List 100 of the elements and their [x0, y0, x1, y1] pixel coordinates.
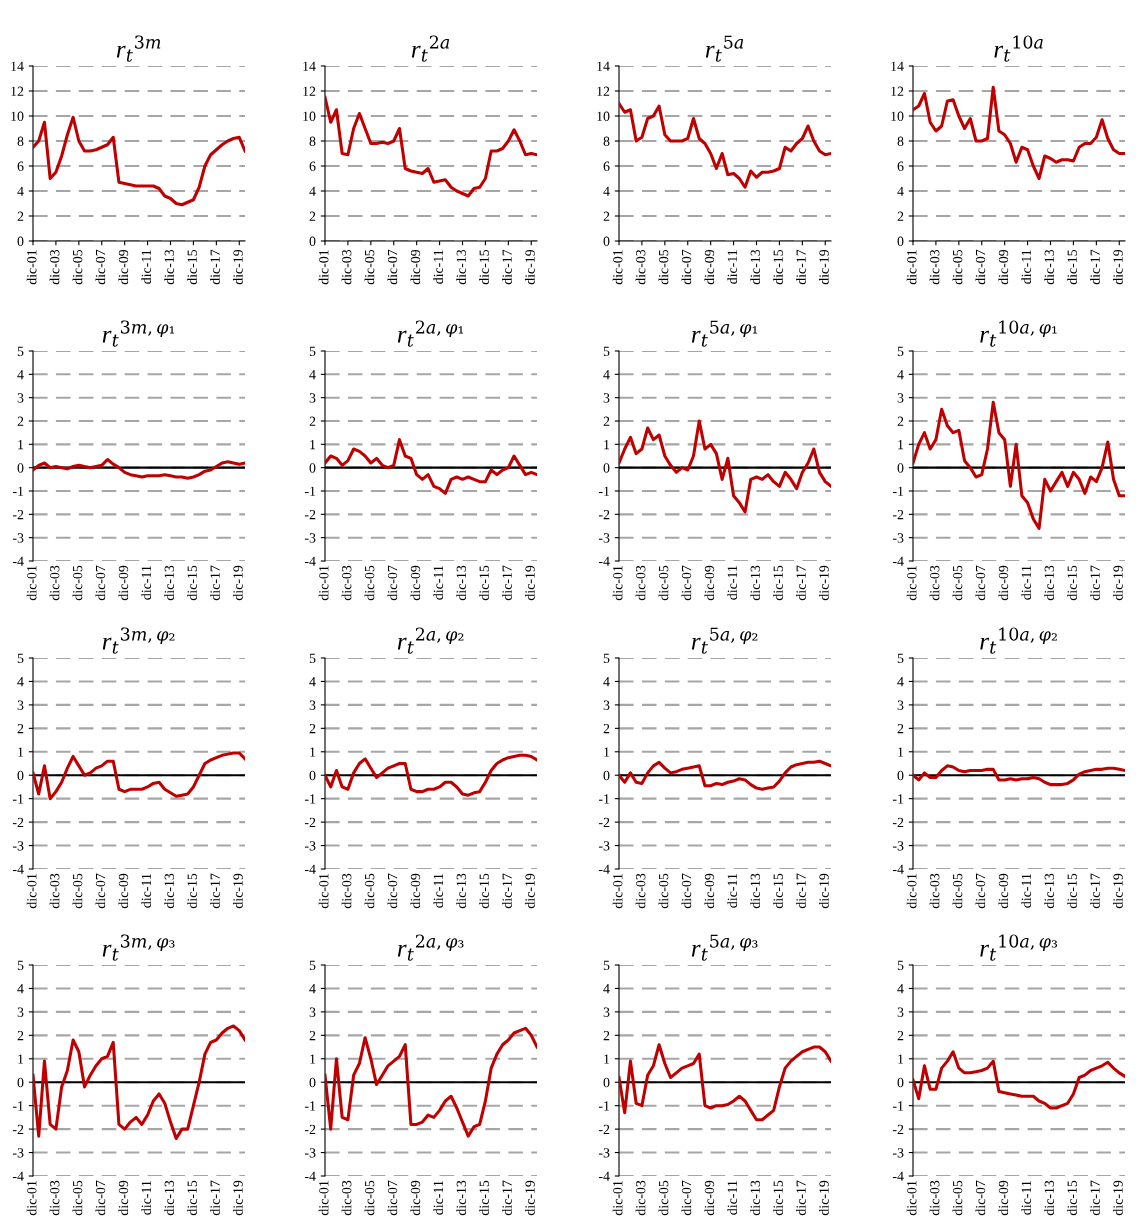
x-tick-label: dic-19 — [524, 249, 535, 285]
chart-title: r$_{t}$$^{10a,φ₂}$ — [980, 627, 1057, 654]
chart-title: r$_{t}$$^{2a,φ₃}$ — [397, 934, 464, 961]
x-tick-label: dic-05 — [658, 1180, 669, 1216]
y-tick-label: -3 — [892, 841, 904, 851]
y-tick-label: 0 — [897, 236, 904, 246]
y-tick-label: -3 — [892, 1148, 904, 1158]
y-tick-label: 2 — [897, 211, 904, 221]
y-tick-label: -2 — [12, 1124, 24, 1134]
x-tick-label: dic-19 — [1112, 873, 1123, 909]
x-tick-label: dic-01 — [26, 874, 37, 909]
x-tick-label: dic-05 — [952, 249, 963, 285]
y-tick-label: 1 — [604, 747, 610, 757]
y-tick-label: 10 — [11, 111, 24, 121]
y-tick-label: 2 — [603, 211, 610, 221]
x-tick-label: dic-17 — [210, 565, 220, 601]
x-tick-label: dic-15 — [773, 565, 783, 601]
x-tick-label: dic-19 — [1112, 1180, 1123, 1216]
x-tick-label: dic-05 — [364, 565, 375, 601]
y-tick-label: 1 — [898, 439, 904, 450]
y-tick-label: 3 — [603, 1007, 610, 1017]
y-tick-label: -4 — [892, 864, 904, 874]
y-tick-label: 5 — [17, 346, 24, 356]
x-tick-label: dic-11 — [1021, 566, 1032, 600]
x-tick-label: dic-01 — [318, 250, 329, 285]
chart-title: r$_{t}$$^{5a}$ — [705, 35, 744, 62]
y-tick-label: -3 — [12, 1148, 24, 1158]
x-tick-label: dic-13 — [1044, 249, 1054, 285]
x-tick-label: dic-15 — [479, 249, 489, 285]
y-tick-label: 5 — [603, 653, 610, 663]
x-tick-label: dic-13 — [164, 1180, 174, 1216]
y-tick-label: 0 — [17, 1077, 24, 1088]
x-tick-label: dic-05 — [952, 873, 963, 909]
y-tick-label: 4 — [309, 186, 316, 196]
chart-title: r$_{t}$$^{2a}$ — [411, 35, 450, 62]
x-tick-label: dic-13 — [456, 1180, 466, 1216]
x-tick-label: dic-19 — [818, 873, 829, 909]
x-tick-label: dic-01 — [318, 1181, 329, 1216]
y-tick-label: 3 — [897, 1007, 904, 1017]
y-tick-label: -4 — [12, 556, 24, 566]
x-tick-label: dic-05 — [658, 565, 669, 601]
y-tick-label: -3 — [598, 1148, 610, 1158]
y-tick-label: -4 — [598, 864, 610, 874]
x-tick-label: dic-03 — [929, 249, 940, 285]
y-tick-label: -2 — [304, 509, 316, 520]
line-series — [913, 85, 1125, 181]
y-tick-label: -4 — [304, 864, 316, 874]
y-tick-label: -3 — [304, 841, 316, 851]
x-tick-label: dic-17 — [1090, 873, 1100, 909]
y-tick-label: -2 — [892, 509, 904, 520]
x-tick-label: dic-09 — [118, 565, 129, 601]
y-tick-label: -4 — [892, 556, 904, 566]
x-tick-label: dic-13 — [456, 565, 466, 601]
x-tick-label: dic-03 — [341, 565, 352, 601]
x-tick-label: dic-01 — [26, 250, 37, 285]
x-tick-label: dic-17 — [502, 249, 512, 285]
x-tick-label: dic-11 — [727, 874, 738, 908]
y-tick-label: -1 — [598, 486, 610, 496]
x-tick-label: dic-11 — [141, 1181, 152, 1215]
y-tick-label: 2 — [309, 1030, 316, 1041]
x-tick-label: dic-13 — [164, 565, 174, 601]
x-tick-label: dic-03 — [929, 565, 940, 601]
y-tick-label: 3 — [603, 393, 610, 403]
x-tick-label: dic-09 — [118, 1180, 129, 1216]
x-tick-label: dic-09 — [704, 249, 715, 285]
x-tick-label: dic-19 — [232, 249, 243, 285]
x-tick-label: dic-15 — [187, 249, 197, 285]
y-tick-label: 10 — [597, 111, 610, 121]
y-tick-label: -4 — [304, 556, 316, 566]
x-tick-label: dic-19 — [818, 1180, 829, 1216]
y-tick-label: 5 — [897, 653, 904, 663]
x-tick-label: dic-07 — [387, 565, 398, 601]
y-tick-label: -3 — [598, 533, 610, 543]
x-tick-label: dic-13 — [1044, 565, 1054, 601]
x-tick-label: dic-19 — [232, 565, 243, 601]
y-tick-label: 12 — [11, 86, 24, 96]
y-tick-label: 5 — [309, 960, 316, 970]
y-tick-label: 1 — [18, 747, 24, 757]
x-tick-label: dic-09 — [704, 1180, 715, 1216]
x-tick-label: dic-17 — [210, 1180, 220, 1216]
x-tick-label: dic-01 — [318, 566, 329, 601]
x-tick-label: dic-17 — [796, 249, 806, 285]
y-tick-label: 1 — [604, 439, 610, 450]
x-tick-label: dic-07 — [387, 249, 398, 285]
chart-title: r$_{t}$$^{2a,φ₂}$ — [397, 627, 464, 654]
x-tick-label: dic-19 — [1112, 249, 1123, 285]
x-tick-label: dic-09 — [118, 249, 129, 285]
x-tick-label: dic-19 — [524, 873, 535, 909]
y-tick-label: 4 — [309, 370, 316, 380]
x-tick-label: dic-15 — [1067, 249, 1077, 285]
x-tick-label: dic-11 — [1021, 250, 1032, 284]
chart-title: r$_{t}$$^{3m}$ — [116, 35, 161, 62]
x-tick-label: dic-01 — [318, 874, 329, 909]
chart-title: r$_{t}$$^{5a,φ₁}$ — [691, 320, 758, 347]
y-tick-label: 0 — [603, 236, 610, 246]
y-tick-label: 6 — [309, 161, 316, 171]
x-tick-label: dic-07 — [975, 565, 986, 601]
x-tick-label: dic-11 — [141, 874, 152, 908]
y-tick-label: -4 — [598, 1171, 610, 1181]
x-tick-label: dic-17 — [210, 873, 220, 909]
